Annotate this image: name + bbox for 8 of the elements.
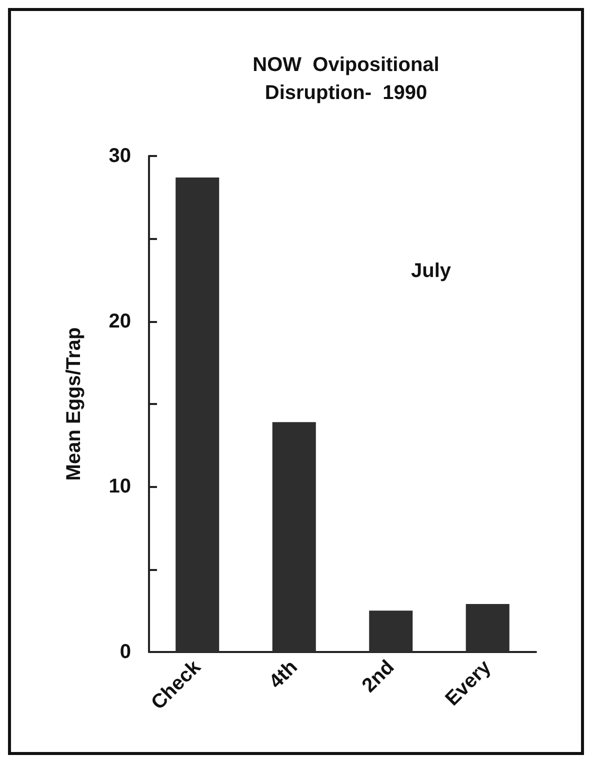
y-tick-label: 20: [108, 310, 131, 332]
annotation: July: [411, 260, 452, 282]
y-tick-label: 0: [120, 641, 131, 663]
y-axis-title: Mean Eggs/Trap: [63, 327, 85, 481]
y-tick-label: 10: [108, 476, 131, 498]
chart-title: NOW Ovipositional Disruption- 1990: [252, 54, 440, 104]
y-tick-label: 30: [108, 145, 131, 167]
x-tick-label: 4th: [265, 656, 302, 693]
